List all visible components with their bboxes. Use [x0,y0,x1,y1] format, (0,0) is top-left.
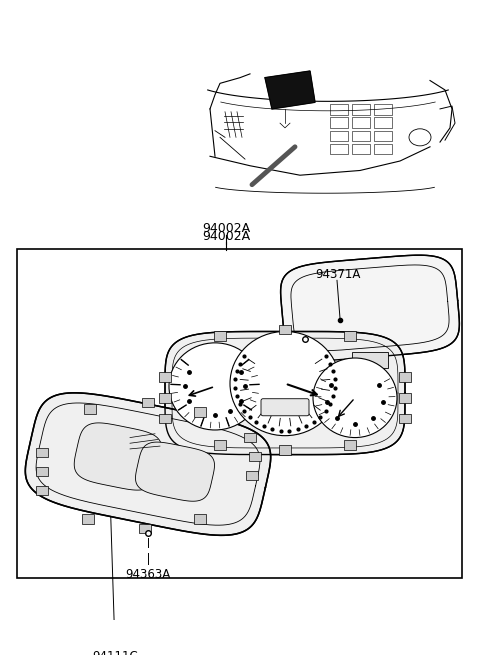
Bar [36,486,48,495]
Bar [36,467,48,476]
Bar [244,433,256,442]
Bar [399,414,411,423]
Bar [84,404,96,414]
Bar [374,104,392,115]
Polygon shape [25,393,271,535]
Bar [374,144,392,155]
Text: 94363A: 94363A [125,569,170,581]
Polygon shape [265,71,315,109]
Polygon shape [135,442,215,501]
Bar [374,131,392,141]
Bar [330,117,348,128]
Bar [279,325,291,334]
Ellipse shape [313,358,397,438]
Text: 94111C: 94111C [92,650,138,655]
Bar [159,393,171,403]
Bar [82,514,94,524]
Bar [142,398,154,407]
Bar [36,448,48,457]
Bar [139,524,151,533]
Bar [249,452,261,461]
Polygon shape [165,331,405,455]
Bar [214,331,226,341]
Bar [214,440,226,450]
Bar [330,144,348,155]
Text: 94002A: 94002A [202,221,250,234]
Bar [17,249,462,578]
Text: 94371A: 94371A [315,268,360,281]
Bar [159,372,171,382]
Bar [352,117,370,128]
Polygon shape [352,352,388,368]
Ellipse shape [169,343,261,430]
Polygon shape [74,423,162,490]
Polygon shape [281,255,459,360]
Bar [399,372,411,382]
FancyBboxPatch shape [261,399,309,416]
Bar [352,144,370,155]
Bar [399,393,411,403]
Text: 94002A: 94002A [202,230,250,243]
Bar [159,414,171,423]
Bar [352,104,370,115]
Bar [344,331,356,341]
Bar [374,117,392,128]
Bar [352,131,370,141]
Bar [344,440,356,450]
Ellipse shape [230,331,340,436]
Bar [330,104,348,115]
Bar [194,407,206,417]
Bar [246,471,258,480]
Bar [279,445,291,455]
Bar [194,514,206,524]
Bar [330,131,348,141]
